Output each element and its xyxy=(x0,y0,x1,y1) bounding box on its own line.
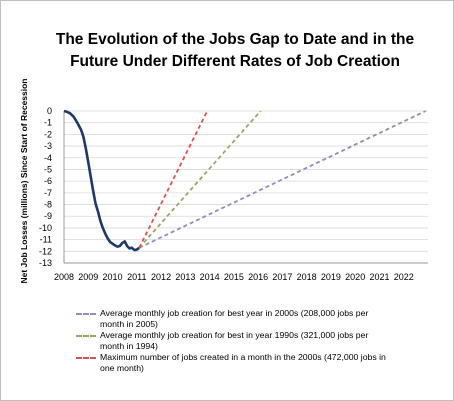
legend-swatch-1990s xyxy=(76,335,96,337)
y-tick-label: 0 xyxy=(47,106,52,116)
x-tick-label: 2017 xyxy=(272,272,292,282)
projection-line-3 xyxy=(138,110,209,249)
x-tick-label: 2012 xyxy=(151,272,171,282)
actual-job-losses-line xyxy=(63,109,140,252)
y-tick-label: -2 xyxy=(44,129,52,139)
y-tick-label: -9 xyxy=(44,211,52,221)
x-tick-label: 2013 xyxy=(175,272,195,282)
y-tick-label: -8 xyxy=(44,200,52,210)
x-tick-label: 2020 xyxy=(345,272,365,282)
legend-item-2000s: Average monthly job creation for best ye… xyxy=(76,308,448,330)
x-tick-label: 2022 xyxy=(394,272,414,282)
legend-item-max-month: Maximum number of jobs created in a mont… xyxy=(76,352,448,374)
chart-title: The Evolution of the Jobs Gap to Date an… xyxy=(40,29,430,73)
x-tick-label: 2021 xyxy=(369,272,389,282)
x-tick-label: 2009 xyxy=(78,272,98,282)
y-tick-label: -11 xyxy=(40,235,52,245)
x-tick-label: 2018 xyxy=(297,272,317,282)
projection-line-2 xyxy=(138,110,262,249)
x-tick-label: 2019 xyxy=(321,272,341,282)
legend-swatch-max-month xyxy=(76,357,96,359)
legend-text-2000s-line2: month in 2005) xyxy=(100,319,158,329)
x-tick-label: 2008 xyxy=(54,272,74,282)
y-tick-label: -10 xyxy=(39,223,52,233)
legend-text-max-month-line1: Maximum number of jobs created in a mont… xyxy=(100,352,386,362)
y-tick-label: -1 xyxy=(44,118,52,128)
chart-title-line2: Future Under Different Rates of Job Crea… xyxy=(70,53,400,70)
x-tick-label: 2015 xyxy=(224,272,244,282)
chart-title-line1: The Evolution of the Jobs Gap to Date an… xyxy=(55,31,415,48)
legend: Average monthly job creation for best ye… xyxy=(76,308,448,374)
legend-text-1990s-line2: month in 1994) xyxy=(100,341,158,351)
legend-text-max-month-line2: one month) xyxy=(100,363,144,373)
y-tick-label: -6 xyxy=(44,176,52,186)
legend-text-1990s-line1: Average monthly job creation for best in… xyxy=(100,330,369,340)
legend-text-2000s-line1: Average monthly job creation for best ye… xyxy=(100,308,369,318)
x-tick-label: 2016 xyxy=(248,272,268,282)
x-tick-label: 2010 xyxy=(103,272,123,282)
y-tick-label: -7 xyxy=(44,188,52,198)
x-tick-label: 2011 xyxy=(127,272,146,282)
y-tick-label: -12 xyxy=(39,246,52,256)
y-tick-label: -13 xyxy=(39,258,52,268)
projection-line-1 xyxy=(138,110,426,249)
y-tick-label: -3 xyxy=(44,141,52,151)
legend-swatch-2000s xyxy=(76,313,96,315)
x-tick-label: 2014 xyxy=(200,272,220,282)
legend-item-1990s: Average monthly job creation for best in… xyxy=(76,330,448,352)
y-tick-label: -4 xyxy=(44,153,52,163)
y-tick-label: -5 xyxy=(44,164,52,174)
